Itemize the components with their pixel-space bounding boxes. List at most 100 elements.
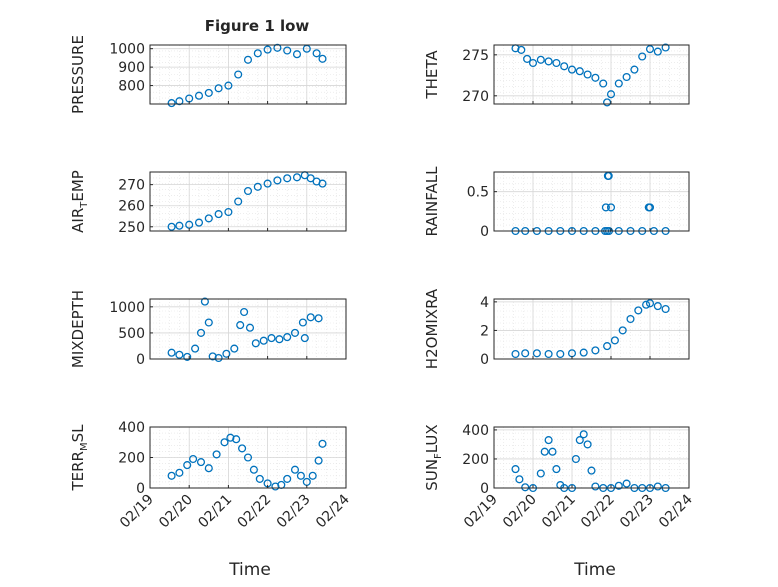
data-point xyxy=(544,349,553,359)
x-tick-label: 02/22 xyxy=(578,492,618,532)
data-point xyxy=(599,79,608,88)
plot-area xyxy=(150,45,346,104)
data-point xyxy=(283,174,292,183)
data-point xyxy=(653,47,662,56)
data-point xyxy=(314,456,323,465)
data-point xyxy=(560,62,569,71)
data-point xyxy=(645,203,655,212)
data-point xyxy=(167,471,176,480)
data-point xyxy=(175,97,184,106)
rainfall-panel: 0 0.5 RAINFALL xyxy=(423,166,690,240)
data-point xyxy=(234,70,243,79)
y-tick-label: 400 xyxy=(462,423,489,439)
data-point xyxy=(661,304,670,314)
data-point xyxy=(575,436,584,445)
data-point xyxy=(253,182,262,191)
x-axis-label-left: Time xyxy=(228,560,271,580)
axes-frame xyxy=(149,44,347,105)
data-point xyxy=(544,57,553,66)
data-point xyxy=(306,174,315,183)
y-tick-label: 0 xyxy=(136,481,145,497)
data-point xyxy=(230,344,239,353)
data-point xyxy=(296,471,305,480)
data-point xyxy=(273,43,282,52)
y-axis-label: RAINFALL xyxy=(423,166,441,237)
data-point xyxy=(552,465,561,474)
data-point xyxy=(306,313,315,322)
data-point xyxy=(515,475,524,484)
h2omixra-panel: 0 2 4 H2OMIXRA xyxy=(423,288,690,369)
y-tick-label: 270 xyxy=(462,89,489,105)
figure-title: Figure 1 low xyxy=(205,17,310,35)
y-tick-label: 0 xyxy=(480,352,489,368)
data-point xyxy=(614,481,623,490)
y-tick-label: 0 xyxy=(480,481,489,497)
data-point xyxy=(642,300,651,309)
data-point xyxy=(204,214,213,223)
axes-frame xyxy=(149,298,347,360)
sun-flux-panel: 0 200 400 02/19 02/20 02/21 02/22 02/23 02/24 SUN… xyxy=(423,423,696,531)
data-point xyxy=(645,45,655,54)
data-point xyxy=(200,297,209,306)
data-point xyxy=(536,55,545,64)
data-point xyxy=(283,333,292,342)
data-point xyxy=(626,314,635,324)
air-temp-panel: 250 260 270 AIRTEMP xyxy=(69,170,347,236)
data-point xyxy=(226,433,235,442)
y-axis-label: MIXDEPTH xyxy=(69,290,87,368)
data-point xyxy=(300,334,309,343)
data-point xyxy=(259,336,268,345)
data-point xyxy=(275,335,284,344)
data-point xyxy=(189,454,198,464)
data-point xyxy=(292,50,302,59)
data-point xyxy=(175,468,184,477)
data-point xyxy=(523,54,532,63)
data-point xyxy=(630,65,639,74)
data-point xyxy=(238,444,247,453)
mixdepth-panel: 0 500 1000 MIXDEPTH xyxy=(69,290,347,368)
data-point xyxy=(653,482,662,491)
data-point xyxy=(273,176,282,185)
y-tick-label: 270 xyxy=(118,178,145,194)
x-tick-label: 02/21 xyxy=(195,492,235,532)
theta-panel: 270 275 THETA xyxy=(423,43,690,107)
data-point xyxy=(622,479,631,488)
data-point xyxy=(267,334,276,343)
y-tick-label: 0 xyxy=(480,224,489,240)
y-tick-label: 250 xyxy=(118,220,145,236)
axes-frame xyxy=(493,44,690,105)
y-axis-label: AIRTEMP xyxy=(69,170,90,233)
data-point xyxy=(292,173,302,182)
terr-msl-panel: 0 200 400 02/19 02/20 02/21 02/22 02/23 02/24 TER… xyxy=(69,420,353,531)
y-tick-label: 400 xyxy=(118,420,145,436)
data-point xyxy=(255,474,264,483)
data-point xyxy=(214,353,223,363)
y-tick-label: 1000 xyxy=(109,42,145,58)
data-point xyxy=(283,474,292,483)
data-point xyxy=(622,72,631,82)
data-point xyxy=(196,458,206,467)
data-point xyxy=(591,346,600,355)
data-point xyxy=(540,447,549,456)
data-point xyxy=(587,466,596,475)
data-point xyxy=(638,52,647,61)
axes-frame xyxy=(493,298,690,360)
data-point xyxy=(556,349,565,359)
data-point xyxy=(167,222,176,231)
data-point xyxy=(536,469,545,478)
y-tick-label: 200 xyxy=(462,452,489,468)
y-axis-label: SUNFLUX xyxy=(423,424,444,490)
data-point xyxy=(253,49,262,58)
data-point xyxy=(196,328,206,337)
data-point xyxy=(167,99,176,108)
x-tick-label: 02/24 xyxy=(313,491,353,531)
data-point xyxy=(517,45,526,54)
data-point xyxy=(214,210,223,219)
data-point xyxy=(212,450,221,459)
data-point xyxy=(511,349,520,359)
data-point xyxy=(283,46,292,55)
y-tick-label: 4 xyxy=(480,295,489,311)
data-point xyxy=(167,348,176,357)
data-point xyxy=(606,90,616,99)
y-tick-label: 2 xyxy=(480,323,489,339)
